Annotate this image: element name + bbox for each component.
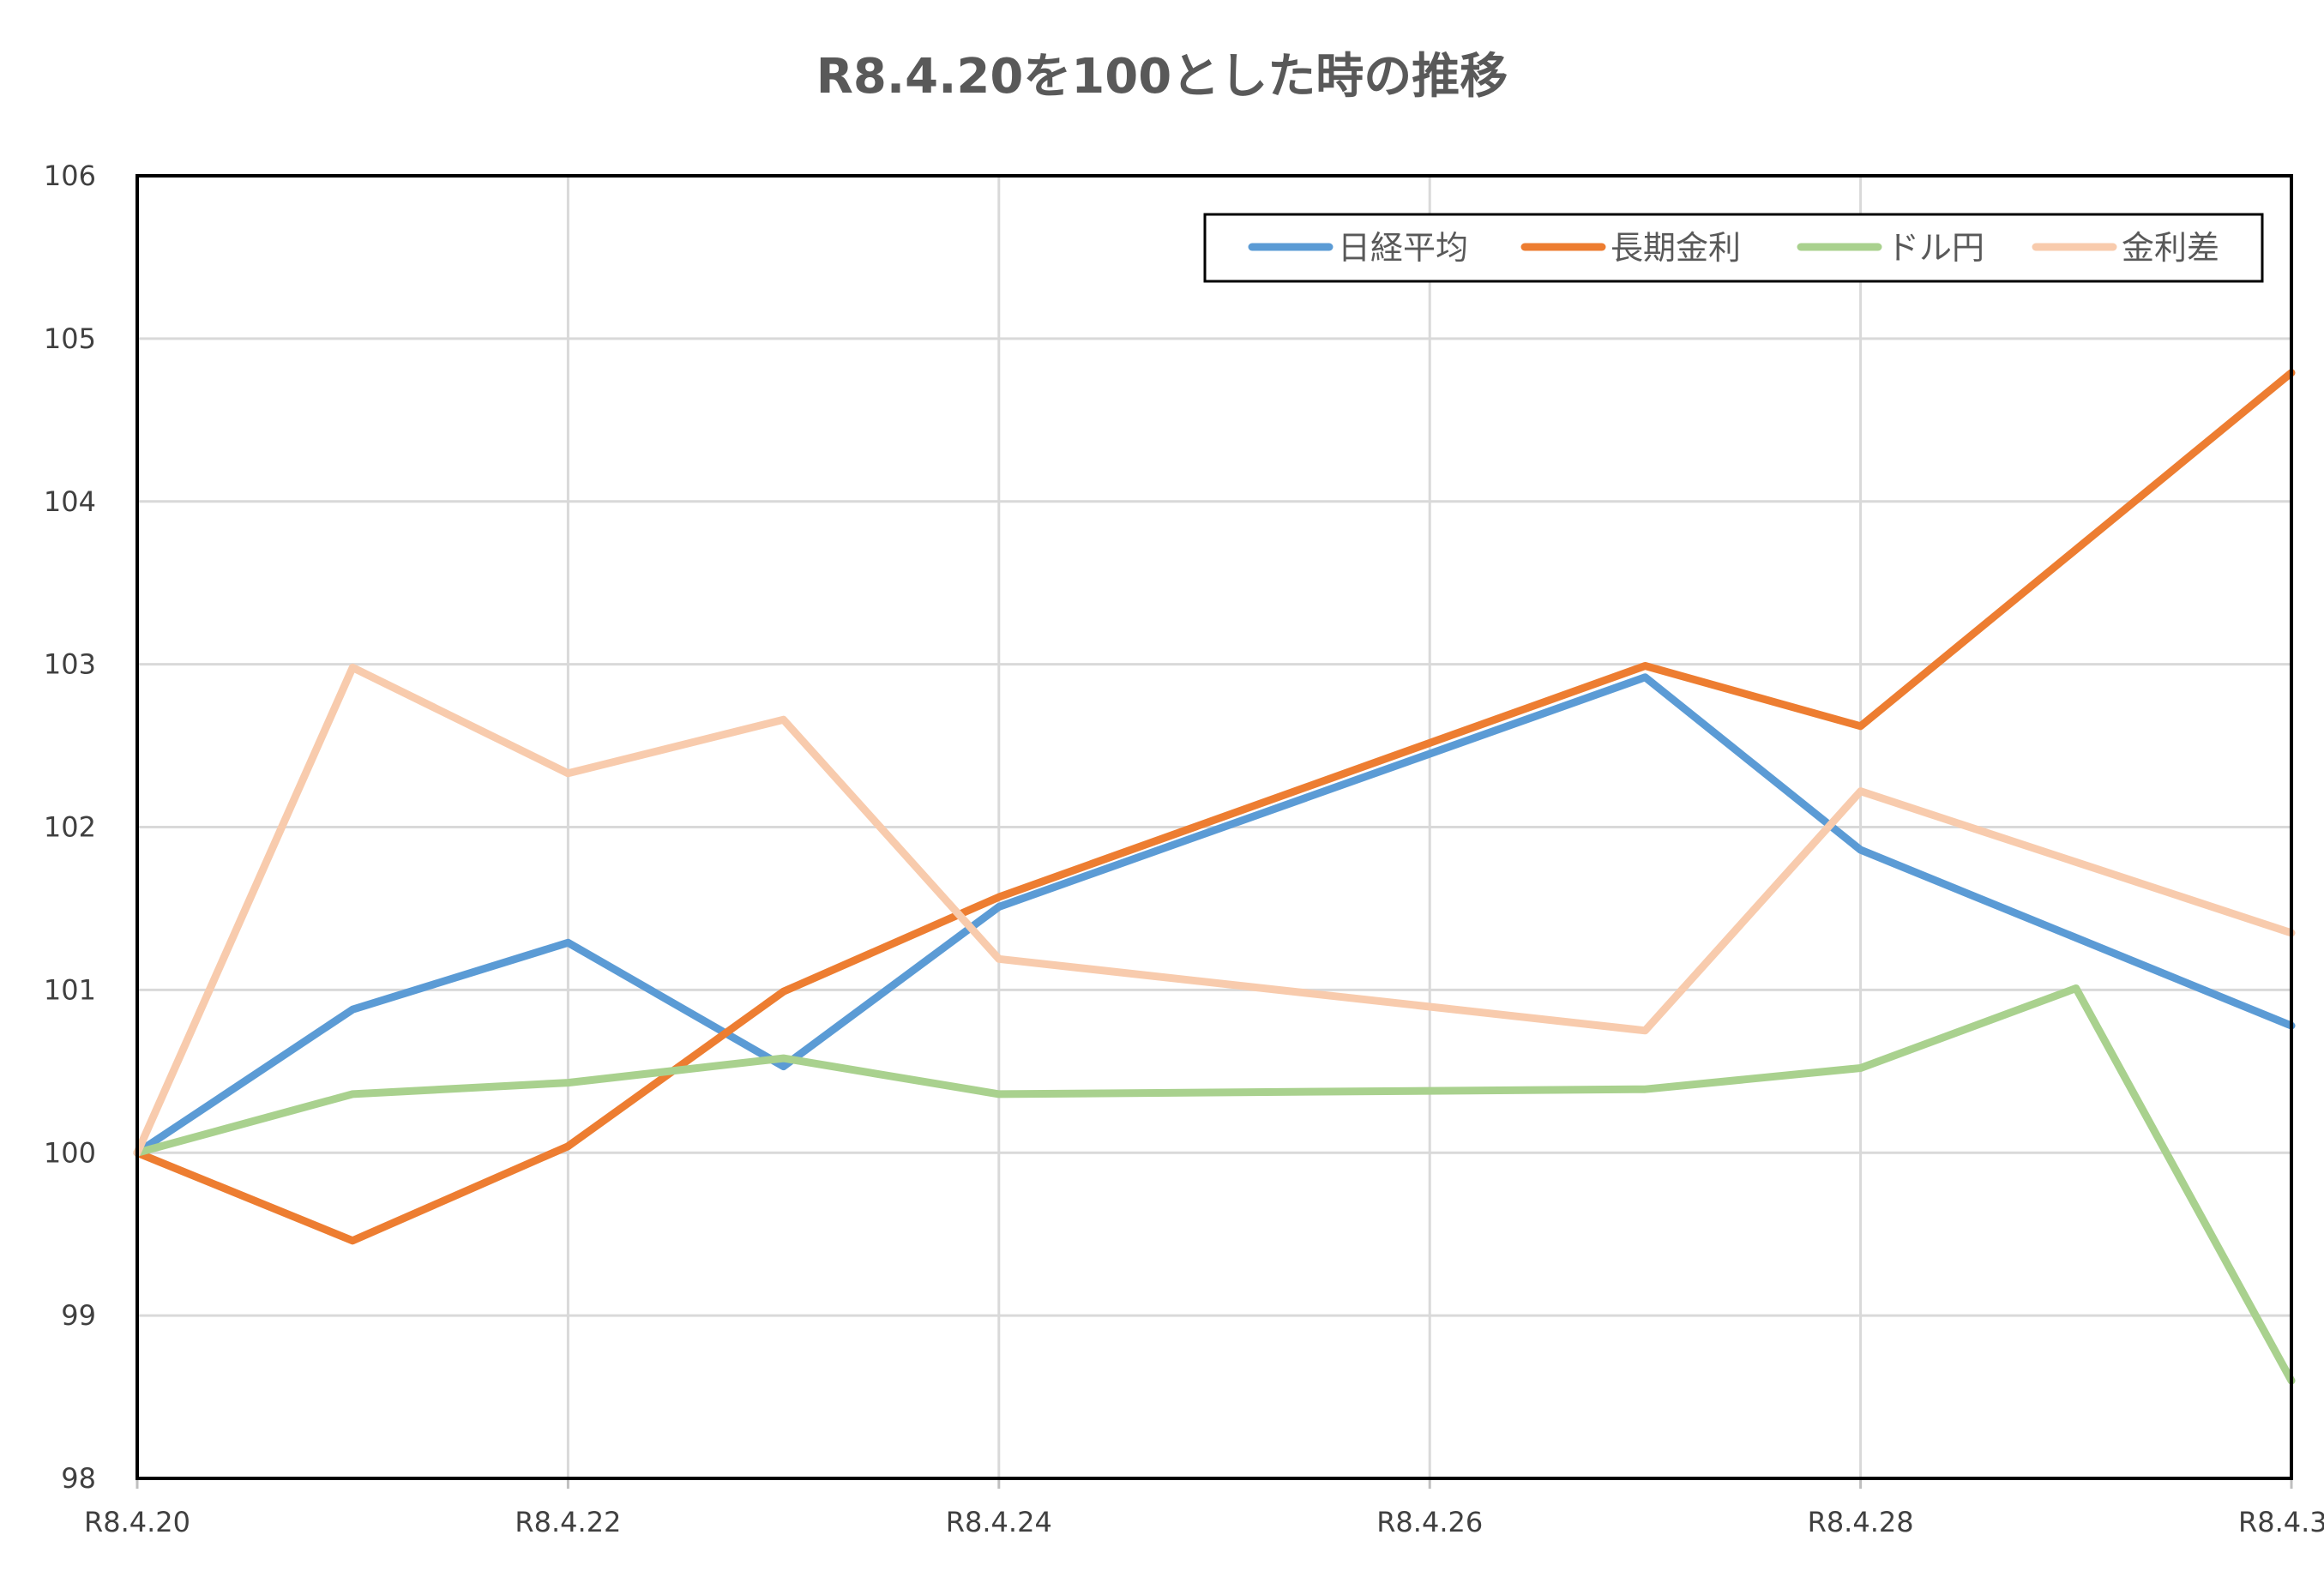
x-tick-label: R8.4.26 (1376, 1506, 1483, 1538)
legend-label-4: 金利差 (2122, 229, 2219, 267)
legend-label-3: ドル円 (1887, 229, 1984, 267)
y-tick-label: 103 (44, 648, 96, 681)
x-tick-label: R8.4.24 (946, 1506, 1052, 1538)
y-tick-label: 106 (44, 160, 96, 192)
series-line-4 (133, 663, 2296, 1157)
x-tick-label: R8.4.20 (84, 1506, 190, 1538)
series-lines (133, 369, 2296, 1385)
series-line-3 (133, 984, 2296, 1385)
y-tick-label: 105 (44, 322, 96, 355)
y-tick-label: 101 (44, 973, 96, 1006)
chart-title: R8.4.20を100とした時の推移 (816, 49, 1508, 105)
plot-frame (135, 174, 2293, 1480)
y-tick-label: 98 (61, 1462, 96, 1495)
x-tick-label: R8.4.30 (2238, 1506, 2324, 1538)
x-tick-label: R8.4.22 (515, 1506, 621, 1538)
y-tick-label: 104 (44, 485, 96, 518)
x-tick-label: R8.4.28 (1808, 1506, 1914, 1538)
y-tick-label: 102 (44, 811, 96, 844)
series-line-1 (133, 673, 2296, 1157)
y-axis-ticks: 98 99 100 101 102 103 104 105 106 (44, 160, 96, 1495)
legend-label-1: 日経平均 (1338, 229, 1468, 267)
legend: 日経平均 長期金利 ドル円 金利差 (1203, 213, 2264, 283)
x-axis-ticks: R8.4.20 R8.4.22 R8.4.24 R8.4.26 R8.4.28 R8.4.… (84, 1478, 2324, 1538)
series-line-2 (133, 369, 2296, 1245)
legend-label-2: 長期金利 (1611, 229, 1741, 267)
y-tick-label: 99 (61, 1299, 96, 1332)
y-tick-label: 100 (44, 1136, 96, 1169)
